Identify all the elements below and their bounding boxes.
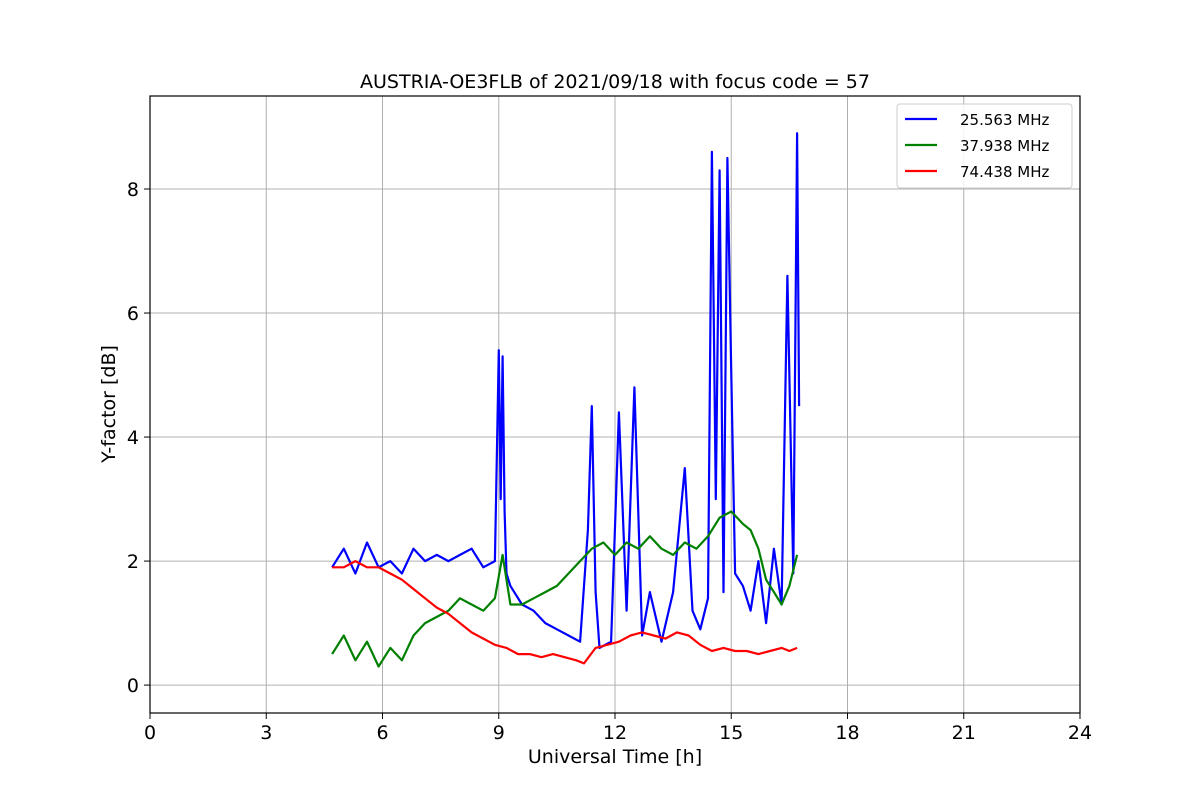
y-tick-label: 0	[127, 675, 139, 697]
y-tick-label: 8	[127, 179, 139, 201]
series-line-1	[331, 132, 801, 650]
x-tick-label: 24	[1068, 722, 1092, 744]
chart-title: AUSTRIA-OE3FLB of 2021/09/18 with focus …	[360, 71, 870, 93]
x-tick-label: 12	[603, 722, 627, 744]
legend-entry-2: 37.938 MHz	[960, 137, 1049, 155]
x-tick-label: 18	[835, 722, 859, 744]
series-line-2	[331, 510, 799, 668]
legend-entry-3: 74.438 MHz	[960, 163, 1049, 181]
y-tick-label: 2	[127, 551, 139, 573]
legend-box	[896, 103, 1073, 189]
x-tick-label: 15	[719, 722, 743, 744]
legend-entry-1: 25.563 MHz	[960, 111, 1049, 129]
y-tick-label: 6	[127, 303, 139, 325]
y-axis-label: Y-factor [dB]	[98, 345, 120, 464]
y-tick-label: 4	[127, 427, 139, 449]
x-tick-label: 0	[144, 722, 156, 744]
x-tick-label: 9	[493, 722, 505, 744]
x-axis-label: Universal Time [h]	[528, 746, 702, 768]
x-tick-label: 3	[260, 722, 272, 744]
x-tick-label: 6	[376, 722, 388, 744]
x-tick-label: 21	[952, 722, 976, 744]
series-line-3	[332, 559, 798, 665]
